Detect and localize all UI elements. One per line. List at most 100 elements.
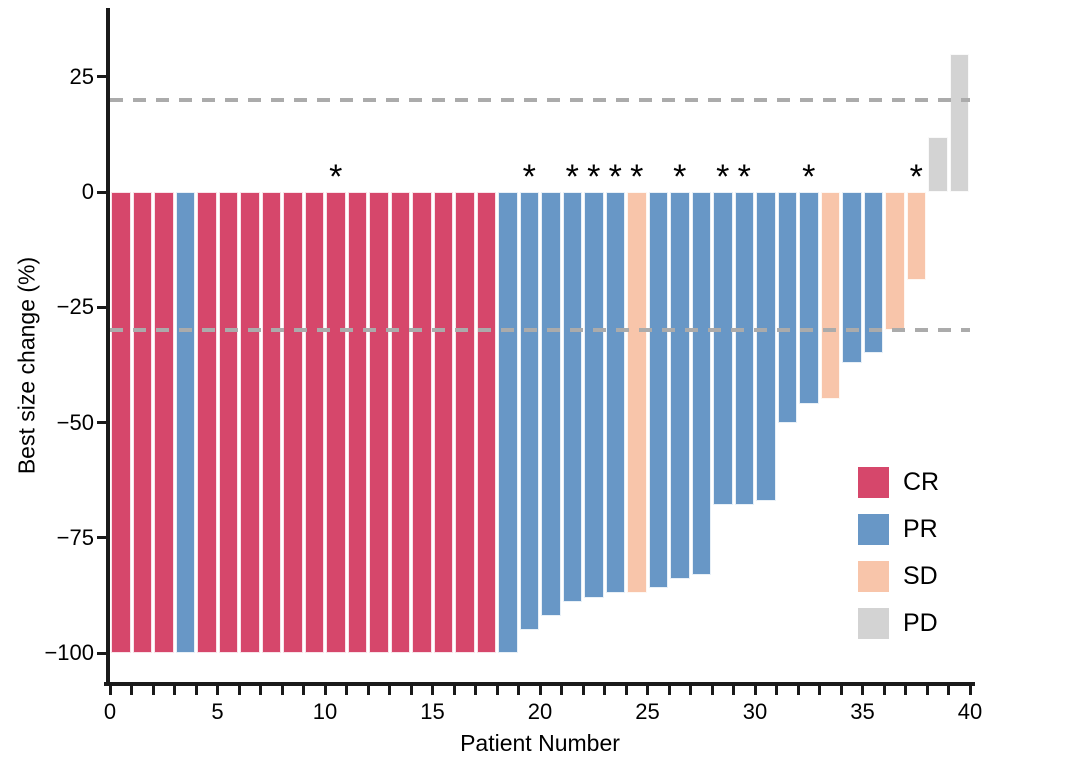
legend: CR PR SD PD xyxy=(858,467,939,655)
bar-patient-25 xyxy=(627,192,647,594)
x-tick-25 xyxy=(646,686,649,695)
bar-patient-1 xyxy=(111,192,131,653)
bar-patient-13 xyxy=(369,192,389,653)
x-tick-32 xyxy=(796,686,800,695)
bar-patient-26 xyxy=(648,192,668,589)
bar-patient-21 xyxy=(541,192,561,617)
y-tick--75 xyxy=(97,536,106,540)
bar-patient-33 xyxy=(799,192,819,405)
legend-label-pr: PR xyxy=(903,515,938,543)
bar-patient-12 xyxy=(347,192,367,653)
x-tick-15 xyxy=(431,686,434,695)
x-tick-4 xyxy=(194,686,198,695)
x-tick-22 xyxy=(581,686,585,695)
x-tick-35 xyxy=(861,686,864,695)
x-tick-7 xyxy=(259,686,262,695)
y-axis-line xyxy=(106,8,110,686)
legend-item-pd: PD xyxy=(858,608,939,639)
y-axis-title: Best size change (%) xyxy=(13,256,40,475)
asterisk-annotation-patient-23: * xyxy=(587,158,601,196)
y-tick--100 xyxy=(97,651,106,655)
x-tick-16 xyxy=(452,686,456,695)
y-tick-label--100: −100 xyxy=(44,640,94,665)
x-tick-11 xyxy=(345,686,348,695)
y-tick--25 xyxy=(97,305,106,309)
bar-patient-30 xyxy=(734,192,754,506)
y-tick-0 xyxy=(97,190,106,194)
bar-patient-14 xyxy=(390,192,410,653)
bar-patient-36 xyxy=(863,192,883,354)
asterisk-annotation-patient-25: * xyxy=(630,158,644,196)
x-tick-label-35: 35 xyxy=(850,699,875,724)
bar-patient-19 xyxy=(498,192,518,653)
bar-patient-7 xyxy=(240,192,260,653)
bar-patient-31 xyxy=(756,192,776,501)
x-tick-20 xyxy=(538,686,542,695)
y-tick--50 xyxy=(97,421,106,424)
bar-patient-32 xyxy=(777,192,797,423)
legend-swatch-sd xyxy=(858,561,889,592)
legend-item-sd: SD xyxy=(858,561,939,592)
x-tick-39 xyxy=(947,686,950,695)
x-tick-label-5: 5 xyxy=(211,699,224,724)
x-tick-label-40: 40 xyxy=(957,699,983,724)
bar-patient-9 xyxy=(283,192,303,653)
legend-swatch-cr xyxy=(858,467,889,498)
x-tick-label-25: 25 xyxy=(635,699,660,724)
bar-patient-40 xyxy=(949,53,969,192)
x-tick-1 xyxy=(130,686,133,695)
legend-label-sd: SD xyxy=(903,562,938,590)
x-tick-5 xyxy=(216,686,219,695)
y-tick-label--75: −75 xyxy=(56,524,94,550)
bar-patient-4 xyxy=(175,192,195,653)
asterisk-annotation-patient-11: * xyxy=(329,158,343,196)
legend-swatch-pd xyxy=(858,608,889,639)
x-tick-12 xyxy=(366,686,370,695)
y-tick-label-25: 25 xyxy=(69,63,94,89)
legend-label-pd: PD xyxy=(903,609,938,637)
x-tick-30 xyxy=(753,686,757,695)
bar-patient-38 xyxy=(906,192,926,280)
bar-patient-23 xyxy=(584,192,604,598)
bar-patient-10 xyxy=(304,192,324,653)
bar-patient-24 xyxy=(605,192,625,594)
y-tick-label--25: −25 xyxy=(56,294,94,320)
bar-patient-5 xyxy=(197,192,217,653)
bar-patient-2 xyxy=(132,192,152,653)
x-tick-36 xyxy=(882,686,886,695)
x-tick-label-20: 20 xyxy=(527,699,553,724)
asterisk-annotation-patient-29: * xyxy=(716,158,730,196)
bar-patient-8 xyxy=(261,192,281,653)
dashed-reference-line-20 xyxy=(110,97,970,102)
x-tick-10 xyxy=(323,686,327,695)
bar-patient-11 xyxy=(326,192,346,653)
bar-patient-20 xyxy=(519,192,539,630)
x-tick-33 xyxy=(818,686,821,695)
dashed-reference-line--30 xyxy=(110,328,970,333)
x-tick-14 xyxy=(409,686,413,695)
bar-patient-22 xyxy=(562,192,582,603)
bar-patient-35 xyxy=(842,192,862,363)
x-tick-28 xyxy=(710,686,714,695)
bar-patient-18 xyxy=(476,192,496,653)
x-tick-19 xyxy=(517,686,520,695)
legend-label-cr: CR xyxy=(903,468,940,496)
legend-swatch-pr xyxy=(858,514,889,545)
bar-patient-28 xyxy=(691,192,711,575)
x-tick-38 xyxy=(925,686,929,695)
x-tick-26 xyxy=(667,686,671,695)
x-tick-37 xyxy=(904,686,907,695)
x-tick-34 xyxy=(839,686,843,695)
legend-item-pr: PR xyxy=(858,514,939,545)
asterisk-annotation-patient-38: * xyxy=(909,158,923,196)
asterisk-annotation-patient-22: * xyxy=(565,158,579,196)
asterisk-annotation-patient-27: * xyxy=(673,158,687,196)
bar-patient-27 xyxy=(670,192,690,580)
legend-item-cr: CR xyxy=(858,467,939,498)
bar-patient-6 xyxy=(218,192,238,653)
bar-patient-3 xyxy=(154,192,174,653)
bar-patient-17 xyxy=(455,192,475,653)
y-tick-label--50: −50 xyxy=(56,409,94,435)
x-tick-9 xyxy=(302,686,305,695)
